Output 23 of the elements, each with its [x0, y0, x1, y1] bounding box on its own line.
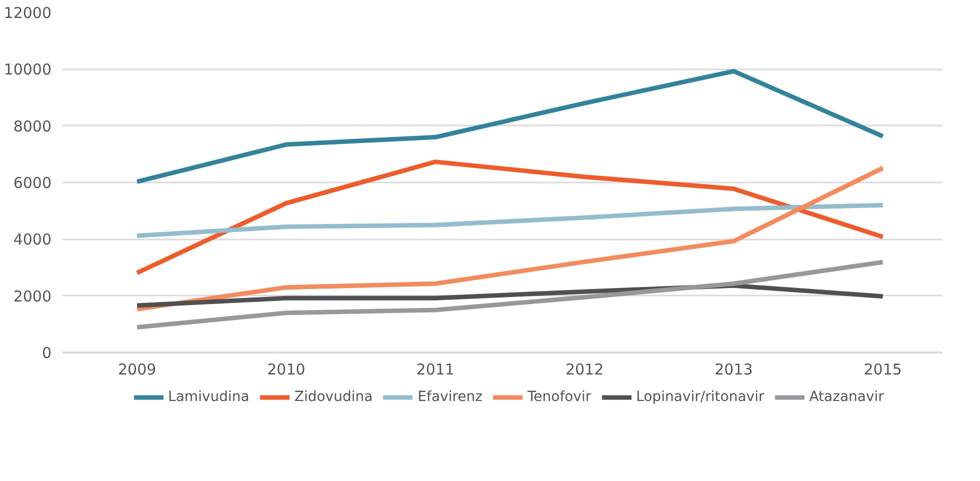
y-tick-label: 2000 — [13, 287, 52, 306]
y-tick-label: 6000 — [13, 174, 52, 192]
y-tick-label: 10000 — [4, 60, 52, 79]
legend-label: Lamivudina — [168, 389, 250, 405]
y-tick-label: 12000 — [4, 4, 52, 22]
legend-label: Atazanavir — [809, 389, 884, 405]
x-tick-label: 2013 — [714, 360, 753, 378]
x-tick-label: 2015 — [864, 360, 902, 378]
line-series — [134, 260, 886, 330]
legend-label: Zidovudina — [294, 389, 373, 405]
x-tick-label: 2010 — [267, 360, 306, 378]
y-tick-label: 8000 — [13, 117, 52, 136]
legend-label: Lopinavir/ritonavir — [636, 389, 764, 405]
line-series — [134, 166, 886, 312]
x-tick-label: 2012 — [565, 360, 604, 378]
line-series — [134, 160, 886, 276]
y-tick-label: 4000 — [13, 230, 52, 249]
y-tick-label: 0 — [42, 344, 52, 362]
line-series — [134, 68, 886, 184]
x-tick-label: 2011 — [416, 360, 454, 378]
legend-label: Tenofovir — [527, 389, 592, 405]
x-tick-label: 2009 — [118, 360, 156, 378]
legend-label: Efavirenz — [418, 389, 482, 405]
